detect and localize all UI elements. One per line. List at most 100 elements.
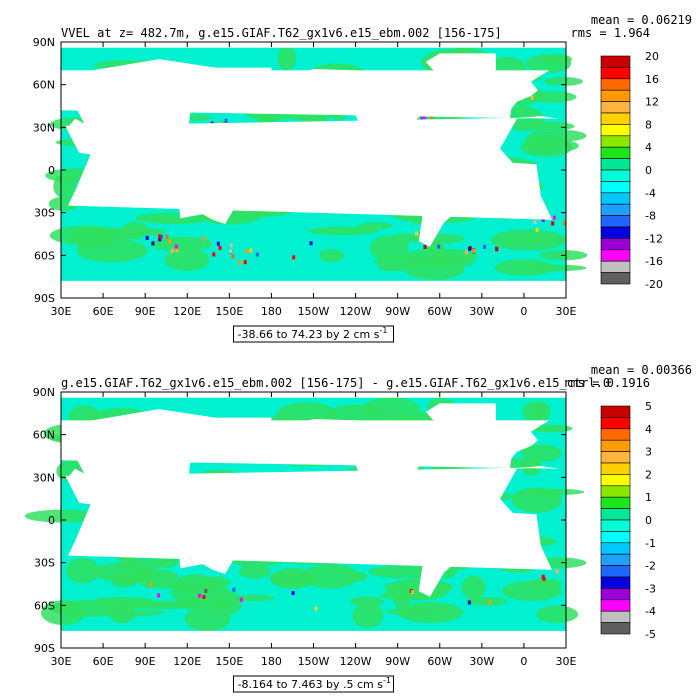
land-mass (410, 152, 475, 247)
colorbar-label: 12 (645, 96, 659, 109)
colorbar-label: 3 (645, 446, 652, 459)
colorbar-block (600, 158, 631, 171)
extreme-cell (555, 569, 559, 574)
extreme-cell (197, 593, 201, 598)
x-tick-label: 120E (173, 655, 201, 668)
field-patch (352, 602, 384, 628)
x-tick-label: 30E (51, 305, 72, 318)
colorbar-block (600, 553, 631, 566)
y-tick-label: 30N (33, 121, 55, 134)
extreme-cell (145, 235, 149, 240)
field-patch (277, 46, 296, 71)
land-mass (178, 187, 234, 224)
field-patch (358, 222, 393, 230)
extreme-cell (535, 228, 539, 233)
extreme-cell (218, 245, 222, 250)
extreme-cell (530, 95, 534, 100)
land-mass (61, 70, 559, 119)
colorbar-label: -1 (645, 537, 656, 550)
panel-title: g.e15.GIAF.T62_gx1v6.e15_ebm.002 [156-17… (61, 376, 610, 390)
colorbar-block (600, 565, 631, 578)
land-mass (171, 160, 186, 176)
colorbar-block (600, 101, 631, 114)
field-patch (71, 226, 105, 249)
y-tick-label: 30S (34, 557, 55, 570)
extreme-cell (488, 600, 492, 605)
field-patch (130, 572, 160, 584)
mean-stat: mean = 0.06219 (591, 13, 692, 27)
extreme-cell (314, 606, 318, 611)
colorbar-label: -16 (645, 255, 663, 268)
colorbar-label: 4 (645, 141, 652, 154)
colorbar-block (600, 272, 631, 285)
colorbar-block (600, 610, 631, 623)
colorbar-block (600, 531, 631, 544)
extreme-cell (245, 249, 249, 254)
x-tick-label: 120W (340, 655, 372, 668)
colorbar-block (600, 135, 631, 148)
colorbar-label: 20 (645, 50, 659, 63)
extreme-cell (212, 252, 216, 257)
extreme-cell (423, 244, 427, 249)
colorbar-label: 0 (645, 164, 652, 177)
y-tick-label: 0 (48, 514, 55, 527)
x-tick-label: 90E (135, 655, 156, 668)
x-tick-label: 90W (385, 305, 410, 318)
mean-stat: mean = 0.00366 (591, 363, 692, 377)
colorbar-block (600, 474, 631, 487)
field-patch (393, 233, 415, 244)
field-patch (50, 600, 127, 617)
land-mass (68, 118, 101, 153)
extreme-cell (542, 576, 546, 581)
land-mass (204, 522, 230, 535)
extreme-cell (224, 118, 228, 123)
colorbar-block (600, 599, 631, 612)
x-tick-label: 0 (520, 305, 527, 318)
map-panel-2: 30E 60E 90E 120E 150E 180 150W 120W 90W 60W 30W 0 30… (24, 363, 692, 693)
extreme-cell (249, 248, 253, 253)
extreme-cell (160, 234, 164, 239)
panel-title: VVEL at z= 482.7m, g.e15.GIAF.T62_gx1v6.… (61, 26, 502, 40)
x-tick-label: 60W (427, 305, 452, 318)
y-tick-label: 60S (34, 249, 55, 262)
x-tick-label: 90W (385, 655, 410, 668)
range-label: -38.66 to 74.23 by 2 cm s-1 (238, 326, 388, 341)
extreme-cell (533, 220, 537, 225)
extreme-cell (483, 244, 487, 249)
colorbar-block (600, 215, 631, 228)
x-tick-label: 30W (469, 655, 494, 668)
field-patch (520, 137, 573, 157)
x-tick-label: 150E (215, 305, 243, 318)
colorbar-block (600, 192, 631, 205)
extreme-cell (238, 260, 242, 265)
x-tick-label: 180 (261, 655, 282, 668)
y-tick-label: 0 (48, 164, 55, 177)
field-patch (461, 575, 486, 599)
extreme-cell (202, 595, 206, 600)
colorbar-label: 16 (645, 73, 659, 86)
range-exponent: -1 (383, 676, 391, 685)
y-tick-label: 90S (34, 642, 55, 655)
y-tick-label: 30S (34, 207, 55, 220)
y-tick-label: 60S (34, 599, 55, 612)
range-box (233, 325, 394, 343)
y-tick-label: 60N (33, 79, 55, 92)
extreme-cell (541, 574, 545, 579)
colorbar-block (600, 439, 631, 452)
extreme-cell (165, 234, 169, 239)
colorbar-block (600, 428, 631, 441)
extreme-cell (552, 215, 556, 220)
extreme-cell (472, 248, 476, 253)
y-tick-label: 30N (33, 471, 55, 484)
colorbar-block (600, 451, 631, 464)
colorbar-block (600, 519, 631, 532)
colorbar-block (600, 55, 631, 68)
colorbar-block (600, 417, 631, 430)
extreme-cell (149, 582, 153, 587)
extreme-cell (255, 252, 259, 257)
colorbar-block (600, 124, 631, 137)
extreme-cell (158, 234, 162, 239)
colorbar-block (600, 249, 631, 262)
extreme-cell (541, 217, 545, 222)
extreme-cell (151, 241, 155, 246)
